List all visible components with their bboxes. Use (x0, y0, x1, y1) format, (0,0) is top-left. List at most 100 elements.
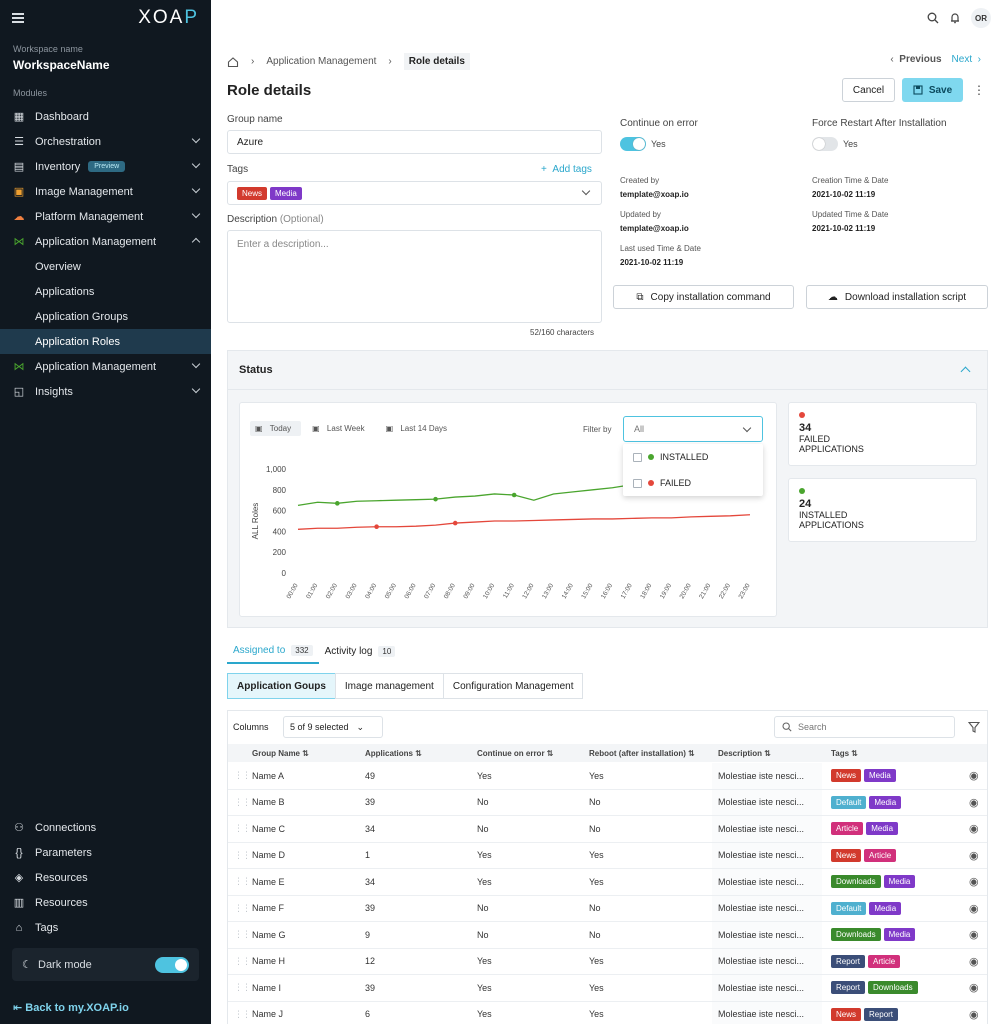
copy-command-button[interactable]: ⧉ Copy installation command (613, 285, 794, 309)
sidebar-item-application-groups[interactable]: Application Groups (35, 310, 128, 323)
sidebar-item-inventory[interactable]: ▤ Inventory Preview (0, 154, 211, 179)
table-row[interactable]: ⋮⋮ Name A 49 Yes Yes Molestiae iste nesci... N… (228, 763, 987, 790)
sidebar-item-orchestration[interactable]: ☰ Orchestration (0, 129, 211, 154)
series-point-1[interactable] (374, 524, 379, 530)
breadcrumb-item[interactable]: Application Management (266, 56, 377, 67)
table-row[interactable]: ⋮⋮ Name J 6 Yes Yes Molestiae iste nesci... Ne… (228, 1001, 987, 1024)
back-link[interactable]: ⇤ Back to my.XOAP.io (13, 1002, 129, 1014)
search-input[interactable]: Search (774, 716, 955, 738)
tag-report[interactable]: Report (831, 981, 866, 995)
tag-news[interactable]: News (237, 186, 268, 200)
tag-media[interactable]: Media (883, 928, 916, 942)
status-header[interactable]: Status (228, 351, 987, 390)
sidebar-item-resources[interactable]: ◈ Resources (14, 871, 88, 885)
drag-handle-icon[interactable]: ⋮⋮ (234, 770, 250, 781)
header-group-name[interactable]: Group Name ⇅ (252, 748, 309, 758)
tag-downloads[interactable]: Downloads (831, 875, 881, 889)
table-row[interactable]: ⋮⋮ Name C 34 No No Molestiae iste nesci... Art… (228, 816, 987, 843)
sidebar-item-image-management[interactable]: ▣ Image Management (0, 179, 211, 204)
table-row[interactable]: ⋮⋮ Name B 39 No No Molestiae iste nesci... Def… (228, 789, 987, 816)
sidebar-item-application-roles[interactable]: Application Roles (0, 329, 211, 354)
header-tags[interactable]: Tags ⇅ (831, 748, 859, 758)
eye-icon[interactable]: ◉ (969, 770, 979, 783)
tab-configuration-management[interactable]: Configuration Management (442, 673, 584, 699)
add-tags-link[interactable]: + Add tags (541, 164, 592, 175)
sidebar-item-dashboard[interactable]: ▦ Dashboard (13, 110, 89, 124)
header-reboot[interactable]: Reboot (after installation) ⇅ (589, 748, 695, 758)
eye-icon[interactable]: ◉ (969, 929, 979, 942)
tab-application-groups[interactable]: Application Goups (227, 673, 335, 699)
series-point-0[interactable] (433, 496, 438, 502)
tab-image-management[interactable]: Image management (334, 673, 443, 699)
series-point-0[interactable] (511, 492, 517, 498)
tag-downloads[interactable]: Downloads (831, 928, 881, 942)
eye-icon[interactable]: ◉ (969, 876, 979, 889)
tag-news[interactable]: News (831, 1007, 862, 1021)
tag-media[interactable]: Media (883, 875, 916, 889)
eye-icon[interactable]: ◉ (969, 902, 979, 915)
table-row[interactable]: ⋮⋮ Name E 34 Yes Yes Molestiae iste nesci... D… (228, 869, 987, 896)
tab-last-14-days[interactable]: ▣ Last 14 Days (385, 424, 448, 433)
series-point-0[interactable] (335, 501, 340, 506)
tag-media[interactable]: Media (864, 769, 896, 783)
sidebar-item-insights[interactable]: ◱ Insights (0, 379, 211, 404)
tag-media[interactable]: Media (866, 822, 899, 836)
drag-handle-icon[interactable]: ⋮⋮ (234, 902, 250, 913)
eye-icon[interactable]: ◉ (969, 849, 979, 862)
tab-last-week[interactable]: ▣ Last Week (312, 424, 365, 433)
eye-icon[interactable]: ◉ (969, 1008, 979, 1021)
bell-icon[interactable] (949, 12, 961, 24)
description-input[interactable]: Enter a description... (227, 230, 602, 323)
menu-icon[interactable] (12, 13, 24, 23)
eye-icon[interactable]: ◉ (969, 796, 979, 809)
table-row[interactable]: ⋮⋮ Name D 1 Yes Yes Molestiae iste nesci... Ne… (228, 842, 987, 869)
tab-assigned-to[interactable]: Assigned to 332 (227, 643, 319, 664)
group-name-input[interactable]: Azure (227, 130, 602, 154)
table-row[interactable]: ⋮⋮ Name I 39 Yes Yes Molestiae iste nesci... R… (228, 975, 987, 1002)
tag-report[interactable]: Report (831, 954, 866, 968)
chevron-up-icon[interactable] (960, 366, 971, 377)
columns-select[interactable]: 5 of 9 selected ⌄ (283, 716, 383, 738)
tag-news[interactable]: News (831, 769, 862, 783)
table-row[interactable]: ⋮⋮ Name F 39 No No Molestiae iste nesci... Def… (228, 895, 987, 922)
filter-select[interactable]: All (623, 416, 763, 442)
download-script-button[interactable]: ☁ Download installation script (806, 285, 988, 309)
cancel-button[interactable]: Cancel (842, 78, 895, 102)
drag-handle-icon[interactable]: ⋮⋮ (234, 982, 250, 993)
next-link[interactable]: Next › (951, 54, 981, 65)
drag-handle-icon[interactable]: ⋮⋮ (234, 796, 250, 807)
more-icon[interactable]: ⋮ (973, 83, 985, 97)
sidebar-item-application-management[interactable]: ⋈ Application Management (0, 229, 211, 254)
tag-article[interactable]: Article (868, 954, 901, 968)
checkbox[interactable] (633, 452, 642, 462)
sidebar-item-resources-2[interactable]: ▥ Resources (13, 896, 88, 910)
series-point-1[interactable] (452, 520, 458, 526)
header-continue-on-error[interactable]: Continue on error ⇅ (477, 748, 554, 758)
drag-handle-icon[interactable]: ⋮⋮ (234, 876, 250, 887)
drag-handle-icon[interactable]: ⋮⋮ (234, 929, 250, 940)
eye-icon[interactable]: ◉ (969, 982, 979, 995)
tag-downloads[interactable]: Downloads (868, 981, 918, 995)
sidebar-item-applications[interactable]: Applications (35, 285, 95, 298)
home-icon[interactable] (227, 56, 239, 68)
search-icon[interactable] (927, 12, 939, 24)
continue-on-error-toggle[interactable] (620, 137, 646, 151)
tab-today[interactable]: ▣ Today (250, 421, 302, 436)
drag-handle-icon[interactable]: ⋮⋮ (234, 849, 250, 860)
tag-media[interactable]: Media (270, 186, 302, 200)
tag-article[interactable]: Article (831, 822, 864, 836)
tag-news[interactable]: News (831, 848, 862, 862)
drag-handle-icon[interactable]: ⋮⋮ (234, 1008, 250, 1019)
filter-option-installed[interactable]: INSTALLED (623, 444, 763, 470)
sidebar-item-tags[interactable]: ⌂ Tags (0, 915, 211, 940)
tags-input[interactable]: News Media (227, 181, 602, 205)
force-restart-toggle[interactable] (812, 137, 838, 151)
dark-mode-toggle[interactable] (155, 956, 189, 973)
tag-article[interactable]: Article (864, 848, 897, 862)
filter-option-failed[interactable]: FAILED (623, 470, 763, 496)
sidebar-item-platform-management[interactable]: ☁ Platform Management (0, 204, 211, 229)
sidebar-item-overview[interactable]: Overview (35, 260, 81, 273)
sidebar-item-application-management-2[interactable]: ⋈ Application Management (0, 354, 211, 379)
sidebar-item-parameters[interactable]: {} Parameters (0, 840, 211, 865)
eye-icon[interactable]: ◉ (969, 955, 979, 968)
